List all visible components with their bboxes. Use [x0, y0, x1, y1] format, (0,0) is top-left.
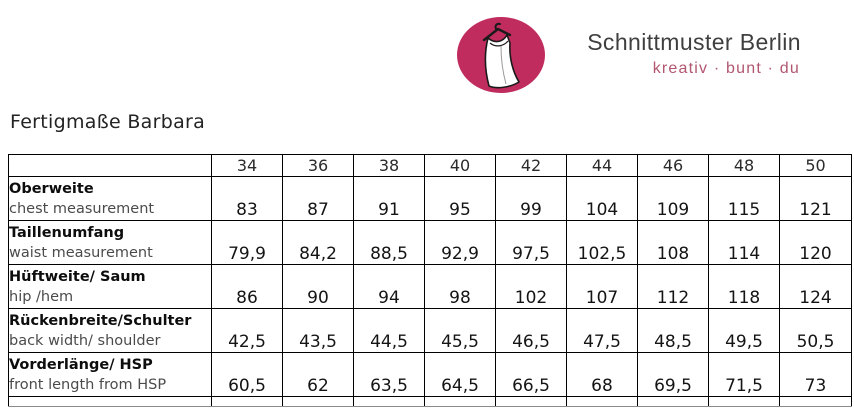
row-label-en: waist measurement [9, 244, 153, 261]
row-label-de: Hüftweite/ Saum [9, 268, 146, 285]
row-label-en: chest measurement [9, 200, 155, 217]
value-cell: 104 [566, 176, 638, 221]
dress-on-hanger-icon [457, 17, 545, 93]
table-row-back-width: Rückenbreite/Schulter back width/ should… [8, 308, 852, 353]
column-header: 46 [637, 154, 709, 177]
row-label-de: Vorderlänge/ HSP [9, 356, 153, 373]
value-cell: 66,5 [495, 352, 567, 397]
value-cell: 112 [637, 264, 709, 309]
table-row-chest: Oberweite chest measurement 83 87 91 95 … [8, 176, 852, 221]
value-cell: 60,5 [211, 352, 283, 397]
value-cell: 115 [708, 176, 780, 221]
value-cell: 108 [637, 220, 709, 265]
row-label-cell: Rückenbreite/Schulter back width/ should… [8, 308, 212, 353]
partial-cell [353, 396, 425, 407]
value-cell: 87 [282, 176, 354, 221]
row-label-en: back width/ shoulder [9, 332, 161, 349]
value-cell: 83 [211, 176, 283, 221]
value-cell: 45,5 [424, 308, 496, 353]
value-cell: 50,5 [779, 308, 852, 353]
row-label-cell: Taillenumfang waist measurement [8, 220, 212, 265]
partial-cell [495, 396, 567, 407]
value-cell: 44,5 [353, 308, 425, 353]
value-cell: 124 [779, 264, 852, 309]
value-cell: 43,5 [282, 308, 354, 353]
header-row: 34 36 38 40 42 44 46 48 50 [8, 154, 852, 177]
row-label-en: hip /hem [9, 288, 74, 305]
row-label-cell: Hüftweite/ Saum hip /hem [8, 264, 212, 309]
column-header: 44 [566, 154, 638, 177]
column-header: 36 [282, 154, 354, 177]
corner-cell [8, 154, 212, 177]
value-cell: 90 [282, 264, 354, 309]
value-cell: 42,5 [211, 308, 283, 353]
table-row-hip: Hüftweite/ Saum hip /hem 86 90 94 98 102… [8, 264, 852, 309]
value-cell: 64,5 [424, 352, 496, 397]
value-cell: 99 [495, 176, 567, 221]
row-label-de: Rückenbreite/Schulter [9, 312, 192, 329]
value-cell: 95 [424, 176, 496, 221]
table-row-partial [8, 396, 852, 407]
value-cell: 47,5 [566, 308, 638, 353]
value-cell: 46,5 [495, 308, 567, 353]
size-table: 34 36 38 40 42 44 46 48 50 Oberweite che… [8, 154, 852, 407]
value-cell: 79,9 [211, 220, 283, 265]
partial-cell [8, 396, 212, 407]
value-cell: 73 [779, 352, 852, 397]
value-cell: 94 [353, 264, 425, 309]
value-cell: 91 [353, 176, 425, 221]
brand-tagline: kreativ · bunt · du [652, 60, 800, 77]
partial-cell [566, 396, 638, 407]
partial-cell [424, 396, 496, 407]
column-header: 40 [424, 154, 496, 177]
value-cell: 69,5 [637, 352, 709, 397]
partial-cell [779, 396, 852, 407]
partial-cell [282, 396, 354, 407]
column-header: 38 [353, 154, 425, 177]
brand-name: Schnittmuster Berlin [587, 29, 801, 55]
value-cell: 48,5 [637, 308, 709, 353]
partial-cell [708, 396, 780, 407]
page-title: Fertigmaße Barbara [10, 111, 206, 133]
value-cell: 109 [637, 176, 709, 221]
column-header: 42 [495, 154, 567, 177]
row-label-en: front length from HSP [9, 376, 167, 393]
column-header: 34 [211, 154, 283, 177]
value-cell: 98 [424, 264, 496, 309]
value-cell: 102,5 [566, 220, 638, 265]
value-cell: 121 [779, 176, 852, 221]
value-cell: 97,5 [495, 220, 567, 265]
row-label-cell: Oberweite chest measurement [8, 176, 212, 221]
table-row-front-length: Vorderlänge/ HSP front length from HSP 6… [8, 352, 852, 397]
value-cell: 92,9 [424, 220, 496, 265]
column-header: 48 [708, 154, 780, 177]
value-cell: 88,5 [353, 220, 425, 265]
table-row-waist: Taillenumfang waist measurement 79,9 84,… [8, 220, 852, 265]
value-cell: 84,2 [282, 220, 354, 265]
value-cell: 120 [779, 220, 852, 265]
column-header: 50 [779, 154, 852, 177]
row-label-de: Taillenumfang [9, 224, 125, 241]
value-cell: 102 [495, 264, 567, 309]
value-cell: 62 [282, 352, 354, 397]
value-cell: 118 [708, 264, 780, 309]
value-cell: 63,5 [353, 352, 425, 397]
value-cell: 49,5 [708, 308, 780, 353]
partial-cell [211, 396, 283, 407]
value-cell: 68 [566, 352, 638, 397]
value-cell: 114 [708, 220, 780, 265]
value-cell: 86 [211, 264, 283, 309]
row-label-de: Oberweite [9, 180, 94, 197]
value-cell: 71,5 [708, 352, 780, 397]
row-label-cell: Vorderlänge/ HSP front length from HSP [8, 352, 212, 397]
value-cell: 107 [566, 264, 638, 309]
partial-cell [637, 396, 709, 407]
